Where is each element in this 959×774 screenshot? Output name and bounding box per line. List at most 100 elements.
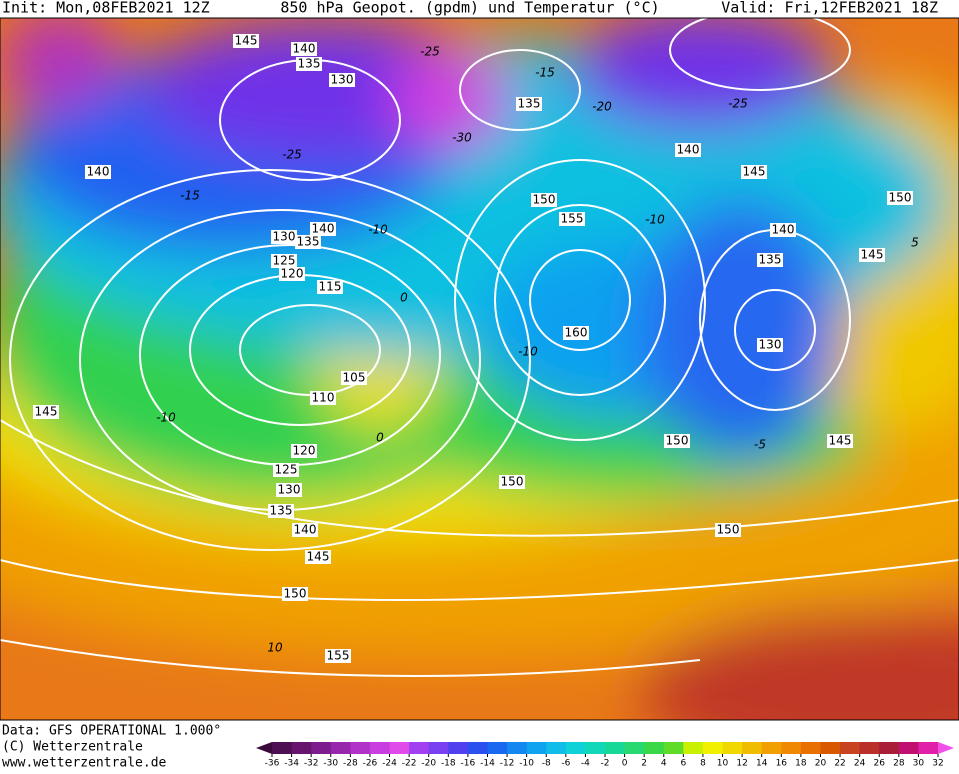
contour-label-box: [310, 391, 336, 405]
contour-label: 120: [293, 444, 316, 458]
colorbar-swatch: [409, 742, 430, 754]
contour-label: 145: [235, 34, 258, 48]
contour-label-box: [757, 253, 783, 267]
map-frame: [0, 17, 959, 721]
contour-label-box: [341, 371, 367, 385]
contour-label-box: [531, 193, 557, 207]
colorbar-label: 22: [834, 759, 845, 769]
colorbar: -36 -34 -32 -30 -28 -26 -24 -22 -20 -18 -16 -14 -12-…: [256, 742, 954, 769]
colorbar-swatch: [800, 742, 821, 754]
contour-label: 155: [561, 212, 584, 226]
colorbar-swatch: [585, 742, 606, 754]
contour-label: 145: [307, 550, 330, 564]
colorbar-label: 18: [795, 759, 807, 769]
colorbar-label: -2: [601, 759, 610, 769]
contour-label: 155: [327, 649, 350, 663]
colorbar-arrow: [938, 742, 954, 754]
contour-label-box: [271, 254, 297, 268]
contour-label-box: [279, 267, 305, 281]
field-blob: [0, 18, 120, 110]
contour-label-box: [887, 191, 913, 205]
colorbar-swatch: [428, 742, 449, 754]
contour: [0, 639, 701, 677]
colorbar-swatch: [624, 742, 645, 754]
contour-label: 130: [331, 73, 354, 87]
contour-label: 105: [343, 371, 366, 385]
colorbar-label: -8: [542, 759, 551, 769]
contour-label: 135: [297, 235, 320, 249]
contour-label-box: [282, 587, 308, 601]
contour-label: 145: [743, 165, 766, 179]
contour-label: 135: [298, 57, 321, 71]
temperature-label: -30: [452, 131, 472, 145]
colorbar-arrow: [256, 742, 272, 754]
colorbar-label: 26: [874, 759, 886, 769]
contour-label-box: [271, 230, 297, 244]
colorbar-label: -24: [382, 759, 397, 769]
copyright: (C) Wetterzentrale: [2, 740, 143, 755]
contour-label-box: [317, 280, 343, 294]
field-blob: [570, 18, 830, 130]
contour-label: 125: [275, 463, 298, 477]
colorbar-swatch: [879, 742, 900, 754]
colorbar-label: 30: [913, 759, 925, 769]
colorbar-label: 0: [622, 759, 628, 769]
temperature-label: -25: [728, 97, 748, 111]
temperature-label: -15: [535, 66, 555, 80]
colorbar-swatch: [859, 742, 880, 754]
contour-label: 135: [518, 97, 541, 111]
colorbar-swatch: [761, 742, 782, 754]
contour-label-box: [291, 42, 317, 56]
colorbar-swatch: [330, 742, 351, 754]
contour-label-box: [33, 405, 59, 419]
colorbar-label: 14: [756, 759, 768, 769]
colorbar-label: 8: [700, 759, 706, 769]
temperature-label: -10: [518, 345, 538, 359]
contour-label-box: [757, 338, 783, 352]
colorbar-label: -4: [581, 759, 590, 769]
colorbar-label: 10: [717, 759, 729, 769]
contour-label: 145: [861, 248, 884, 262]
colorbar-label: -36: [265, 759, 280, 769]
colorbar-label: -10: [519, 759, 534, 769]
contour-label: 120: [281, 267, 304, 281]
contour-label: 130: [759, 338, 782, 352]
contour-label-box: [329, 73, 355, 87]
contour-label-box: [295, 235, 321, 249]
colorbar-label: 28: [893, 759, 905, 769]
colorbar-swatch: [389, 742, 410, 754]
contour-label: 135: [270, 504, 293, 518]
colorbar-swatch: [781, 742, 802, 754]
contour-label-box: [310, 222, 336, 236]
contour-label-box: [859, 248, 885, 262]
contour: [454, 159, 706, 441]
contour-label: 150: [533, 193, 556, 207]
colorbar-swatch: [311, 742, 332, 754]
colorbar-label: -6: [561, 759, 570, 769]
temperature-label: -25: [420, 45, 440, 59]
field-blobs: [0, 18, 959, 720]
contour-label-box: [827, 434, 853, 448]
contour-label-box: [559, 212, 585, 226]
contour-label: 130: [278, 483, 301, 497]
contour-label: 160: [565, 326, 588, 340]
contour-label-box: [499, 475, 525, 489]
website: www.wetterzentrale.de: [2, 756, 167, 771]
contour: [494, 204, 666, 396]
contour-label-box: [291, 444, 317, 458]
contour-label-box: [516, 97, 542, 111]
contour-label-box: [276, 483, 302, 497]
map-title: 850 hPa Geopot. (gpdm) und Temperatur (°…: [280, 0, 659, 17]
contour-label-box: [715, 523, 741, 537]
colorbar-label: 24: [854, 759, 866, 769]
colorbar-swatch: [605, 742, 626, 754]
temperature-label: -15: [180, 189, 200, 203]
contour-label-box: [233, 34, 259, 48]
colorbar-label: 2: [641, 759, 647, 769]
temperature-field: [0, 18, 959, 720]
contour-label-box: [664, 434, 690, 448]
contour: [0, 559, 959, 601]
contour-label-box: [325, 649, 351, 663]
contour-label: 150: [284, 587, 307, 601]
